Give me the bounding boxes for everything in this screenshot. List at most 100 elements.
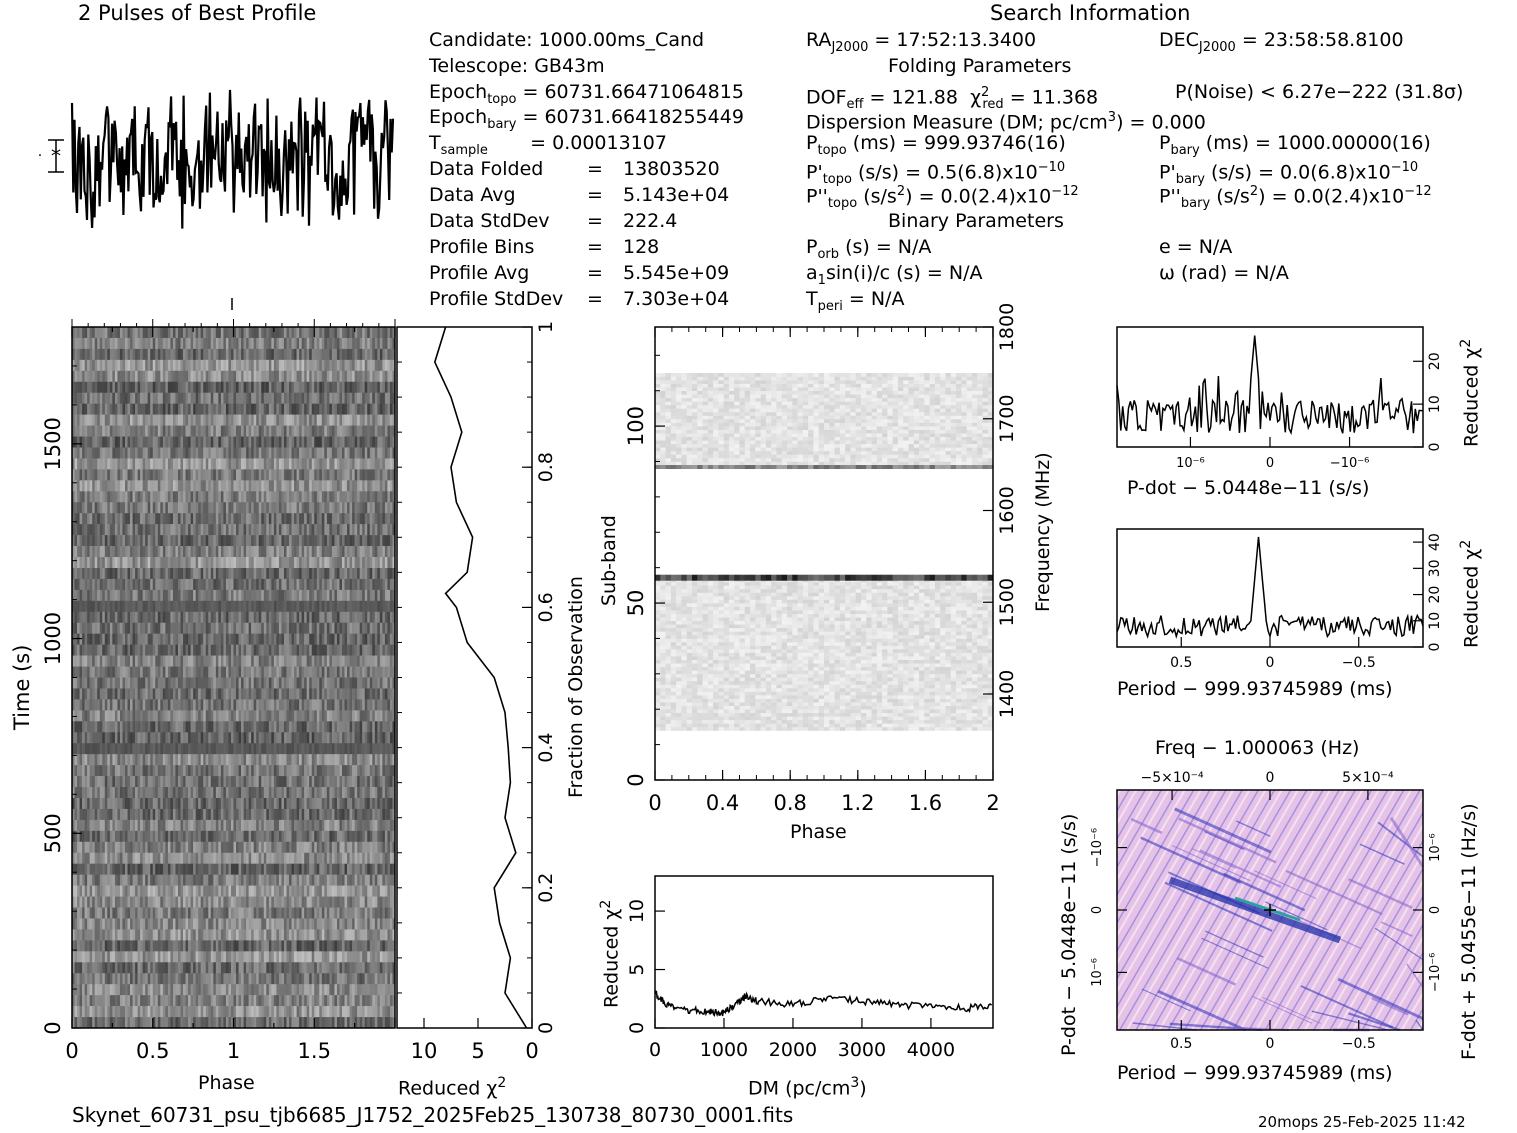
heatmap-cell xyxy=(392,535,396,547)
tperi: Tperi = N/A xyxy=(806,288,905,314)
heatmap-cell xyxy=(321,622,325,634)
heatmap-cell xyxy=(258,436,262,448)
heatmap-cell xyxy=(278,337,282,350)
heatmap-cell xyxy=(354,337,358,350)
heatmap-cell xyxy=(349,414,353,426)
heatmap-cell xyxy=(286,666,290,678)
heatmap-cell xyxy=(218,666,222,678)
heatmap-cell xyxy=(321,710,325,722)
heatmap-cell xyxy=(152,567,156,580)
heatmap-cell xyxy=(377,589,381,602)
heatmap-cell xyxy=(364,732,368,744)
heatmap-cell xyxy=(276,348,280,361)
heatmap-cell xyxy=(258,578,262,591)
heatmap-cell xyxy=(369,721,373,733)
heatmap-cell xyxy=(160,436,164,448)
heatmap-cell xyxy=(357,513,360,525)
heatmap-cell xyxy=(276,403,280,415)
heatmap-cell xyxy=(162,370,166,383)
heatmap-cell xyxy=(175,524,179,536)
heatmap-cell xyxy=(170,633,174,645)
heatmap-cell xyxy=(278,677,282,689)
heatmap-cell xyxy=(357,611,360,624)
heatmap-cell xyxy=(309,513,313,525)
heatmap-cell xyxy=(271,370,275,383)
heatmap-cell xyxy=(324,348,328,361)
heatmap-cell xyxy=(92,600,96,613)
heatmap-cell xyxy=(296,567,300,580)
heatmap-cell xyxy=(177,546,181,558)
heatmap-cell xyxy=(152,732,156,744)
heatmap-cell xyxy=(92,535,96,547)
heatmap-cell xyxy=(114,327,118,339)
heatmap-cell xyxy=(271,633,275,645)
heatmap-cell xyxy=(210,589,214,602)
heatmap-cell xyxy=(233,436,237,448)
heatmap-cell xyxy=(208,458,212,470)
heatmap-cell xyxy=(258,491,262,503)
heatmap-cell xyxy=(301,535,305,547)
heatmap-cell xyxy=(248,502,252,514)
heatmap-cell xyxy=(114,721,118,733)
heatmap-cell xyxy=(79,502,83,514)
heatmap-cell xyxy=(382,535,386,547)
heatmap-cell xyxy=(384,524,388,536)
heatmap-cell xyxy=(258,600,262,613)
heatmap-cell xyxy=(172,611,176,624)
heatmap-cell xyxy=(276,436,280,448)
heatmap-cell xyxy=(167,622,171,634)
heatmap-cell xyxy=(102,721,106,733)
heatmap-cell xyxy=(357,359,360,372)
heatmap-cell xyxy=(203,502,207,514)
heatmap-cell xyxy=(278,327,282,339)
heatmap-cell xyxy=(359,414,363,426)
heatmap-cell xyxy=(167,502,171,514)
heatmap-cell xyxy=(122,677,126,689)
heatmap-cell xyxy=(256,327,260,339)
heatmap-cell xyxy=(124,633,128,645)
heatmap-cell xyxy=(185,578,189,591)
heatmap-cell xyxy=(74,743,78,755)
heatmap-cell xyxy=(379,327,383,339)
heatmap-cell xyxy=(135,491,138,503)
heatmap-cell xyxy=(109,348,113,361)
heatmap-cell xyxy=(208,502,212,514)
heatmap-cell xyxy=(170,557,174,569)
heatmap-cell xyxy=(72,491,75,503)
heatmap-cell xyxy=(157,721,161,733)
heatmap-cell xyxy=(306,721,310,733)
heatmap-cell xyxy=(289,699,292,711)
heatmap-cell xyxy=(109,327,113,339)
heatmap-cell xyxy=(349,480,353,492)
heatmap-cell xyxy=(150,502,154,514)
heatmap-cell xyxy=(352,370,355,383)
heatmap-cell xyxy=(331,546,335,558)
heatmap-cell xyxy=(165,392,169,404)
heatmap-cell xyxy=(357,535,360,547)
heatmap-cell xyxy=(294,535,297,547)
heatmap-cell xyxy=(296,491,300,503)
heatmap-cell xyxy=(263,436,267,448)
heatmap-cell xyxy=(112,458,116,470)
heatmap-cell xyxy=(266,381,270,394)
heatmap-cell xyxy=(289,403,292,415)
heatmap-cell xyxy=(203,447,207,459)
heatmap-cell xyxy=(213,633,217,645)
heatmap-cell xyxy=(286,348,290,361)
heatmap-cell xyxy=(218,414,222,426)
heatmap-cell xyxy=(228,567,232,580)
heatmap-cell xyxy=(99,633,103,645)
heatmap-cell xyxy=(324,513,328,525)
heatmap-cell xyxy=(362,655,366,667)
heatmap-cell xyxy=(230,600,234,613)
heatmap-cell xyxy=(253,381,257,394)
heatmap-cell xyxy=(130,524,133,536)
heatmap-cell xyxy=(150,370,154,383)
heatmap-cell xyxy=(321,392,325,404)
heatmap-cell xyxy=(92,633,96,645)
heatmap-cell xyxy=(286,535,290,547)
heatmap-cell xyxy=(316,524,320,536)
heatmap-cell xyxy=(89,721,93,733)
heatmap-cell xyxy=(109,600,113,613)
heatmap-cell xyxy=(175,732,179,744)
